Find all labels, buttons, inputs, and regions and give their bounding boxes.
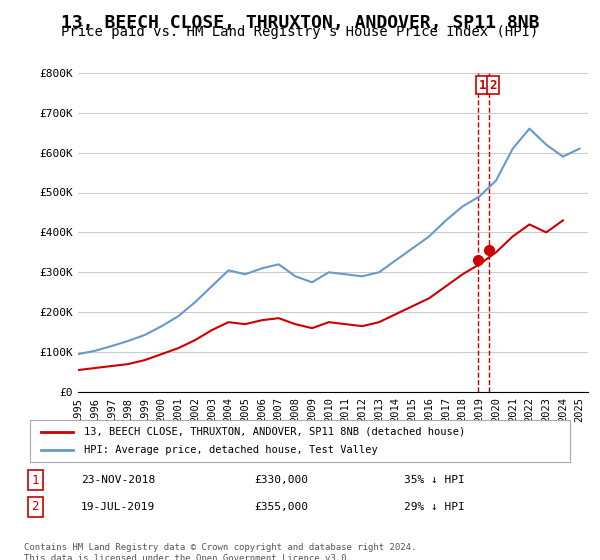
Text: 19-JUL-2019: 19-JUL-2019 xyxy=(81,502,155,512)
Text: 35% ↓ HPI: 35% ↓ HPI xyxy=(404,475,464,485)
Text: 1: 1 xyxy=(478,79,486,92)
Text: 13, BEECH CLOSE, THRUXTON, ANDOVER, SP11 8NB: 13, BEECH CLOSE, THRUXTON, ANDOVER, SP11… xyxy=(61,14,539,32)
Text: £330,000: £330,000 xyxy=(254,475,308,485)
Text: HPI: Average price, detached house, Test Valley: HPI: Average price, detached house, Test… xyxy=(84,445,378,455)
Text: 2: 2 xyxy=(31,500,39,514)
Text: 23-NOV-2018: 23-NOV-2018 xyxy=(81,475,155,485)
Text: 2: 2 xyxy=(490,79,497,92)
Text: 29% ↓ HPI: 29% ↓ HPI xyxy=(404,502,464,512)
Text: Contains HM Land Registry data © Crown copyright and database right 2024.
This d: Contains HM Land Registry data © Crown c… xyxy=(24,543,416,560)
Text: 1: 1 xyxy=(31,474,39,487)
Text: Price paid vs. HM Land Registry's House Price Index (HPI): Price paid vs. HM Land Registry's House … xyxy=(61,25,539,39)
Text: 13, BEECH CLOSE, THRUXTON, ANDOVER, SP11 8NB (detached house): 13, BEECH CLOSE, THRUXTON, ANDOVER, SP11… xyxy=(84,427,465,437)
Text: £355,000: £355,000 xyxy=(254,502,308,512)
